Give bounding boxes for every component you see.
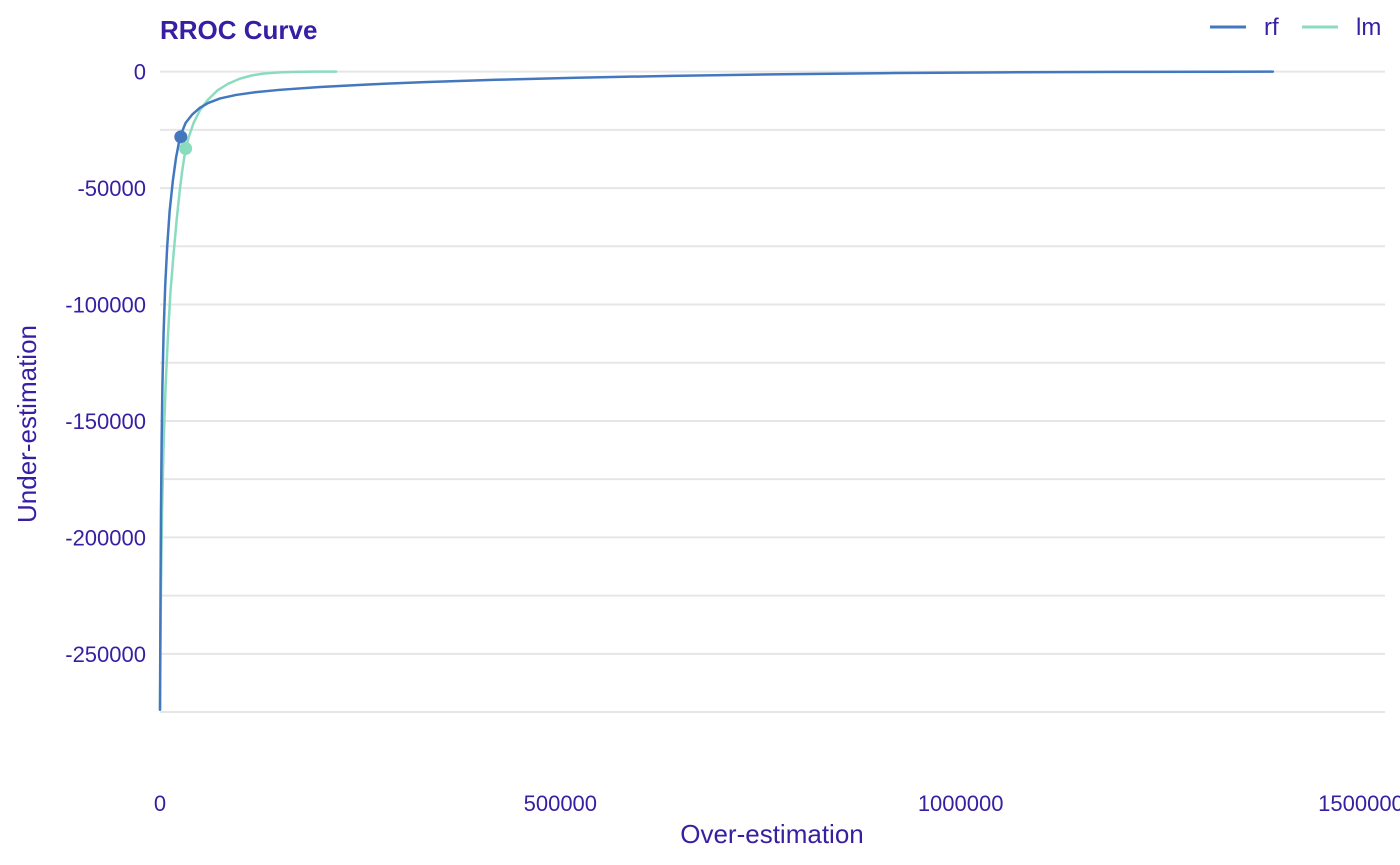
gridlines bbox=[160, 70, 1385, 714]
y-tick-label: -250000 bbox=[65, 642, 146, 667]
x-axis-ticks: 0 500000 1000000 1500000 bbox=[154, 791, 1400, 816]
x-tick-label: 500000 bbox=[524, 791, 597, 816]
y-axis-label: Under-estimation bbox=[12, 325, 42, 523]
y-tick-label: -50000 bbox=[77, 176, 146, 201]
chart-title: RROC Curve bbox=[160, 15, 317, 45]
legend-label-lm: lm bbox=[1356, 14, 1381, 41]
series-lines bbox=[158, 70, 1275, 711]
optimal-point-rf bbox=[174, 130, 188, 144]
y-tick-label: -150000 bbox=[65, 409, 146, 434]
optimal-points bbox=[174, 130, 193, 155]
x-tick-label: 0 bbox=[154, 791, 166, 816]
legend-label-rf: rf bbox=[1264, 14, 1279, 41]
y-tick-label: -100000 bbox=[65, 293, 146, 318]
y-axis-ticks: 0 -50000 -100000 -150000 -200000 -250000 bbox=[65, 60, 146, 667]
series-line-lm bbox=[158, 70, 338, 711]
x-tick-label: 1500000 bbox=[1318, 791, 1400, 816]
x-tick-label: 1000000 bbox=[918, 791, 1004, 816]
legend: rf lm bbox=[1210, 14, 1381, 41]
x-axis-label: Over-estimation bbox=[680, 819, 864, 849]
y-tick-label: -200000 bbox=[65, 525, 146, 550]
optimal-point-lm bbox=[179, 141, 193, 155]
y-tick-label: 0 bbox=[134, 60, 146, 85]
series-line-rf bbox=[158, 70, 1275, 711]
